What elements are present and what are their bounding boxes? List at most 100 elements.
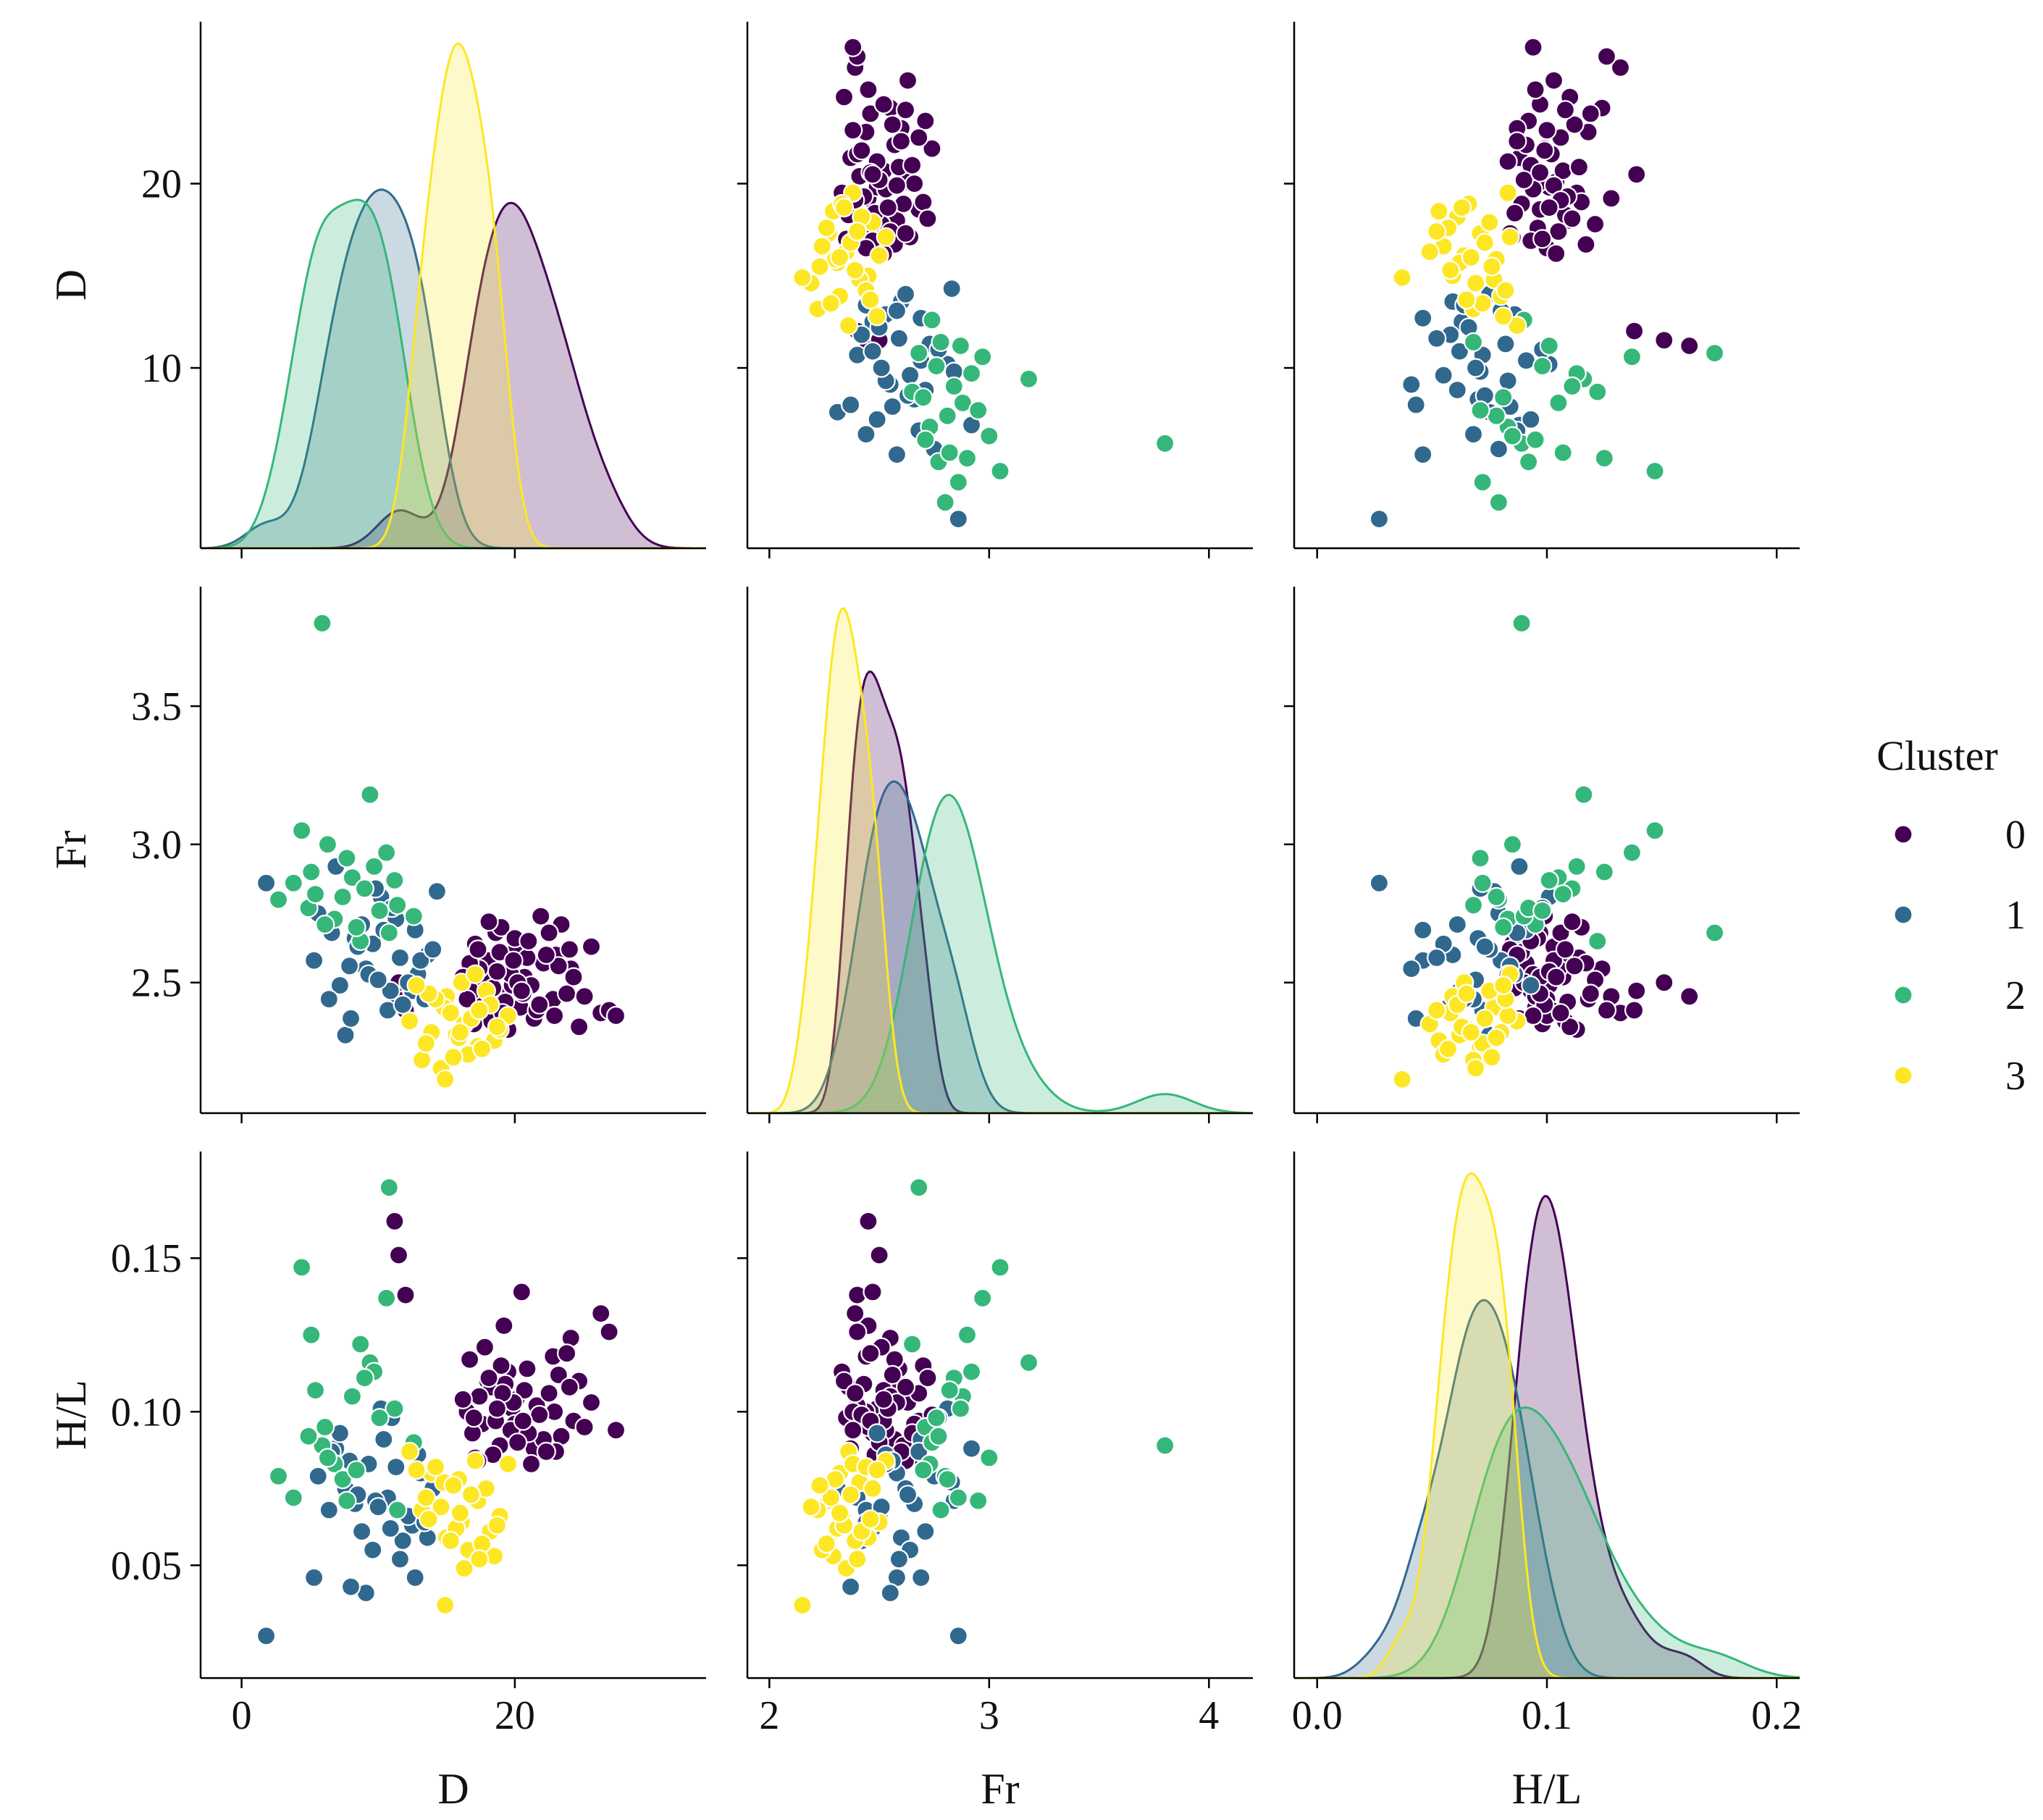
point-cluster-2: [968, 400, 989, 421]
point-cluster-2: [979, 1448, 999, 1468]
point-cluster-0: [469, 1386, 490, 1406]
point-cluster-0: [895, 223, 916, 243]
x-tick-label: 3: [979, 1693, 999, 1738]
point-cluster-3: [450, 1022, 471, 1043]
point-cluster-2: [1548, 393, 1569, 413]
point-cluster-2: [961, 1362, 982, 1382]
panel-grid: 10 20 2.5 3.0 3.5 0 20 0.05 0.10 0.15 2 3 4 0.0 0.1 0.2…: [47, 22, 1802, 1813]
point-cluster-3: [399, 1011, 420, 1031]
kde-fill-h-l-cluster-2: [1294, 1407, 1800, 1678]
kde-fill-h-l-cluster-0: [1294, 1196, 1800, 1678]
point-cluster-0: [544, 1005, 565, 1026]
point-cluster-2: [1463, 332, 1484, 352]
point-cluster-0: [895, 1377, 916, 1397]
point-cluster-0: [517, 1359, 537, 1379]
point-cluster-0: [843, 1420, 863, 1441]
point-cluster-0: [548, 956, 569, 976]
point-cluster-3: [465, 964, 485, 984]
point-cluster-0: [1601, 188, 1622, 209]
point-cluster-1: [948, 1626, 968, 1646]
point-cluster-2: [1470, 848, 1490, 868]
point-cluster-1: [386, 1456, 406, 1477]
point-cluster-3: [469, 1000, 490, 1020]
point-cluster-2: [1705, 923, 1725, 943]
point-cluster-2: [935, 492, 955, 513]
y-axis-label-d: D: [47, 269, 95, 301]
legend-title: Cluster: [1876, 732, 1998, 779]
point-cluster-1: [363, 1540, 383, 1560]
point-cluster-2: [305, 1380, 326, 1401]
point-cluster-2: [1488, 492, 1509, 513]
point-cluster-0: [902, 155, 923, 175]
point-cluster-0: [591, 1303, 611, 1324]
point-cluster-0: [1546, 967, 1566, 987]
point-cluster-3: [867, 1460, 887, 1480]
point-cluster-0: [904, 174, 925, 194]
point-cluster-0: [1580, 984, 1601, 1004]
point-cluster-0: [1505, 203, 1525, 223]
point-cluster-3: [810, 256, 830, 277]
point-cluster-2: [909, 1178, 929, 1198]
point-cluster-0: [1562, 209, 1582, 229]
point-cluster-3: [792, 267, 813, 288]
point-cluster-2: [939, 443, 960, 463]
point-cluster-0: [556, 984, 577, 1004]
point-cluster-1: [1406, 395, 1426, 415]
point-cluster-2: [1566, 856, 1587, 877]
point-cluster-0: [1576, 234, 1596, 255]
point-cluster-0: [858, 1211, 878, 1231]
point-cluster-1: [1521, 409, 1541, 429]
point-cluster-1: [1447, 914, 1467, 935]
point-cluster-2: [376, 842, 397, 863]
point-cluster-0: [891, 131, 912, 151]
point-cluster-0: [1555, 100, 1575, 120]
y-tick-label: 20: [141, 162, 182, 207]
point-cluster-0: [1624, 321, 1645, 341]
point-cluster-1: [380, 981, 400, 1001]
point-cluster-1: [1495, 334, 1516, 354]
point-cluster-0: [1569, 157, 1589, 177]
x-tick-label: 20: [495, 1693, 535, 1738]
point-cluster-0: [869, 1245, 889, 1265]
point-cluster-0: [863, 1282, 883, 1302]
point-cluster-0: [559, 939, 580, 960]
point-cluster-0: [1679, 335, 1700, 356]
point-cluster-2: [931, 1500, 951, 1520]
point-cluster-2: [950, 1398, 971, 1419]
point-cluster-2: [1645, 461, 1665, 482]
point-cluster-1: [897, 1485, 918, 1505]
point-cluster-2: [364, 856, 385, 877]
point-cluster-0: [1627, 981, 1647, 1001]
point-cluster-2: [922, 310, 942, 330]
point-cluster-2: [346, 917, 366, 938]
point-cluster-0: [845, 1303, 865, 1324]
point-cluster-1: [380, 1518, 400, 1538]
point-cluster-1: [886, 444, 907, 465]
point-cluster-3: [435, 1595, 456, 1615]
point-cluster-2: [1539, 870, 1559, 891]
point-cluster-2: [317, 834, 337, 855]
x-tick-label: 0: [232, 1693, 252, 1738]
point-cluster-1: [1488, 439, 1509, 459]
point-cluster-0: [1525, 80, 1545, 100]
point-cluster-2: [957, 1325, 978, 1345]
point-cluster-0: [878, 198, 898, 218]
point-cluster-3: [863, 1478, 883, 1498]
point-cluster-1: [304, 950, 324, 970]
legend-label-cluster-2: 2: [2005, 973, 2026, 1018]
point-cluster-3: [416, 1033, 436, 1054]
point-cluster-2: [1502, 834, 1522, 855]
point-cluster-3: [1461, 247, 1481, 267]
point-cluster-2: [379, 923, 399, 943]
kde-fill-fr-cluster-1: [747, 781, 1253, 1113]
y-tick-label: 3.0: [131, 823, 182, 868]
point-cluster-0: [511, 981, 532, 1001]
point-cluster-0: [1543, 70, 1564, 91]
point-cluster-3: [1495, 280, 1516, 301]
point-cluster-3: [406, 1460, 427, 1480]
kde-fill-fr-cluster-2: [747, 794, 1253, 1113]
point-cluster-0: [494, 1315, 514, 1336]
point-cluster-2: [957, 448, 978, 469]
kde-fill-d-cluster-1: [201, 189, 706, 548]
point-cluster-3: [498, 1454, 519, 1475]
